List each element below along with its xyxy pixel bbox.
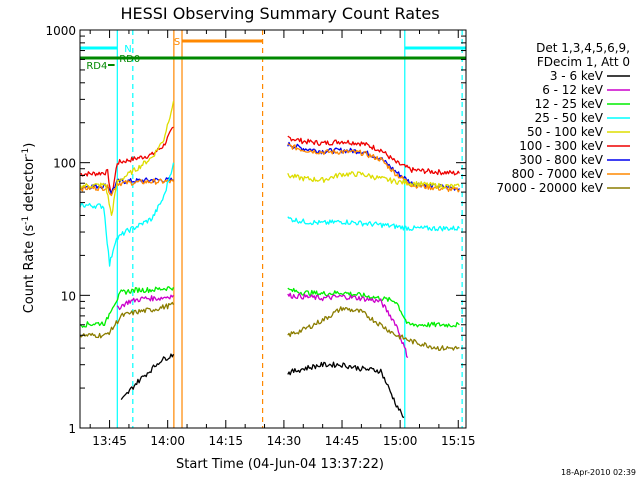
y-tick-label: 10 (61, 289, 76, 303)
legend-label: 3 - 6 keV (550, 69, 604, 83)
plot-frame (79, 29, 467, 429)
series-8-trace-0 (120, 353, 175, 400)
x-tick-label: 14:45 (325, 434, 360, 448)
x-axis-label: Start Time (04-Jun-04 13:37:22) (176, 457, 384, 472)
legend-label: 300 - 800 keV (519, 153, 603, 167)
chart-title: HESSI Observing Summary Count Rates (120, 4, 439, 23)
legend-header-decimation: FDecim 1, Att 0 (537, 55, 630, 69)
legend-label: 7000 - 20000 keV (496, 181, 603, 195)
legend: Det 1,3,4,5,6,9, FDecim 1, Att 0 3 - 6 k… (496, 41, 630, 195)
series-2-trace-1 (287, 143, 460, 193)
flag-rd0-label: RD0 (119, 54, 140, 65)
flag-n-label: N (124, 44, 131, 55)
x-tick-label: 13:45 (92, 434, 127, 448)
y-axis-label: Count Rate (s-1 detector-1) (21, 143, 37, 314)
legend-label: 25 - 50 keV (535, 111, 604, 125)
series-4-trace-0 (79, 162, 175, 267)
series-0-trace-1 (287, 135, 460, 176)
series-2-trace-0 (79, 178, 174, 197)
series-7-trace-0 (79, 301, 175, 339)
y-tick-label: 1 (68, 422, 76, 436)
series-4-trace-1 (287, 216, 460, 232)
series-8-trace-1 (287, 361, 405, 419)
plot-area: N S RD0 RD4 (79, 30, 466, 428)
series-5-trace-1 (287, 287, 460, 328)
flag-s-label: S (174, 37, 180, 48)
y-tick-label: 100 (53, 157, 76, 171)
x-tick-label: 14:30 (267, 434, 302, 448)
series-5-trace-0 (79, 286, 175, 328)
series-6-trace-1 (287, 292, 409, 359)
legend-label: 50 - 100 keV (527, 125, 604, 139)
x-tick-label: 15:00 (383, 434, 418, 448)
flag-rd4-label: RD4 (86, 61, 107, 72)
x-tick-label: 15:15 (441, 434, 476, 448)
series-6-trace-0 (116, 294, 175, 311)
footer-timestamp: 18-Apr-2010 02:39 (561, 468, 636, 477)
legend-label: 12 - 25 keV (535, 97, 604, 111)
legend-header-detectors: Det 1,3,4,5,6,9, (536, 41, 630, 55)
x-tick-label: 14:15 (208, 434, 243, 448)
legend-label: 6 - 12 keV (542, 83, 604, 97)
series-3-trace-1 (287, 171, 460, 190)
legend-label: 800 - 7000 keV (512, 167, 604, 181)
series-7-trace-1 (287, 306, 460, 352)
series-3-trace-0 (79, 101, 175, 216)
x-axis: 13:45 14:00 14:15 14:30 14:45 15:00 15:15 (89, 30, 476, 448)
legend-label: 100 - 300 keV (519, 139, 603, 153)
x-tick-label: 14:00 (150, 434, 185, 448)
y-axis: 1 10 100 1000 (45, 24, 466, 436)
y-tick-label: 1000 (45, 24, 76, 38)
